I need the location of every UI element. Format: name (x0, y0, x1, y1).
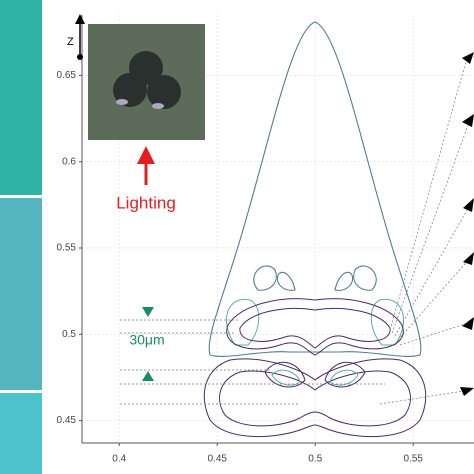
inset-highlight (116, 99, 128, 105)
contour (203, 358, 427, 437)
scale-marker (142, 307, 154, 317)
y-tick-label: 0.65 (57, 70, 77, 81)
inset-highlight (152, 103, 164, 109)
x-tick-label: 0.45 (208, 454, 228, 465)
contour (264, 361, 366, 388)
y-tick-label: 0.5 (62, 329, 76, 340)
z-arrow-head (75, 14, 85, 24)
side-panel (0, 198, 42, 390)
y-tick-label: 0.45 (57, 415, 77, 426)
scale-marker (142, 371, 154, 381)
y-tick-label: 0.6 (62, 156, 76, 167)
pointer-arrows (460, 52, 474, 396)
x-tick-label: 0.55 (404, 454, 424, 465)
contour (226, 298, 404, 356)
contour (253, 265, 377, 291)
annotation: 30μm (129, 332, 164, 348)
annotation: Lighting (116, 193, 176, 212)
contour (208, 21, 422, 357)
side-panel (0, 393, 42, 474)
side-panel (0, 0, 42, 195)
contour (225, 298, 405, 346)
contour (271, 369, 359, 386)
x-tick-label: 0.5 (308, 454, 322, 465)
y-tick-label: 0.55 (57, 243, 77, 254)
contour (219, 370, 411, 427)
x-tick-label: 0.4 (112, 454, 126, 465)
contour (239, 307, 391, 349)
leader-lines (120, 57, 471, 405)
z-dot (77, 54, 83, 60)
y-axis-label: Z (67, 36, 74, 48)
lighting-arrow-head (137, 146, 155, 164)
inset-object (113, 51, 181, 109)
